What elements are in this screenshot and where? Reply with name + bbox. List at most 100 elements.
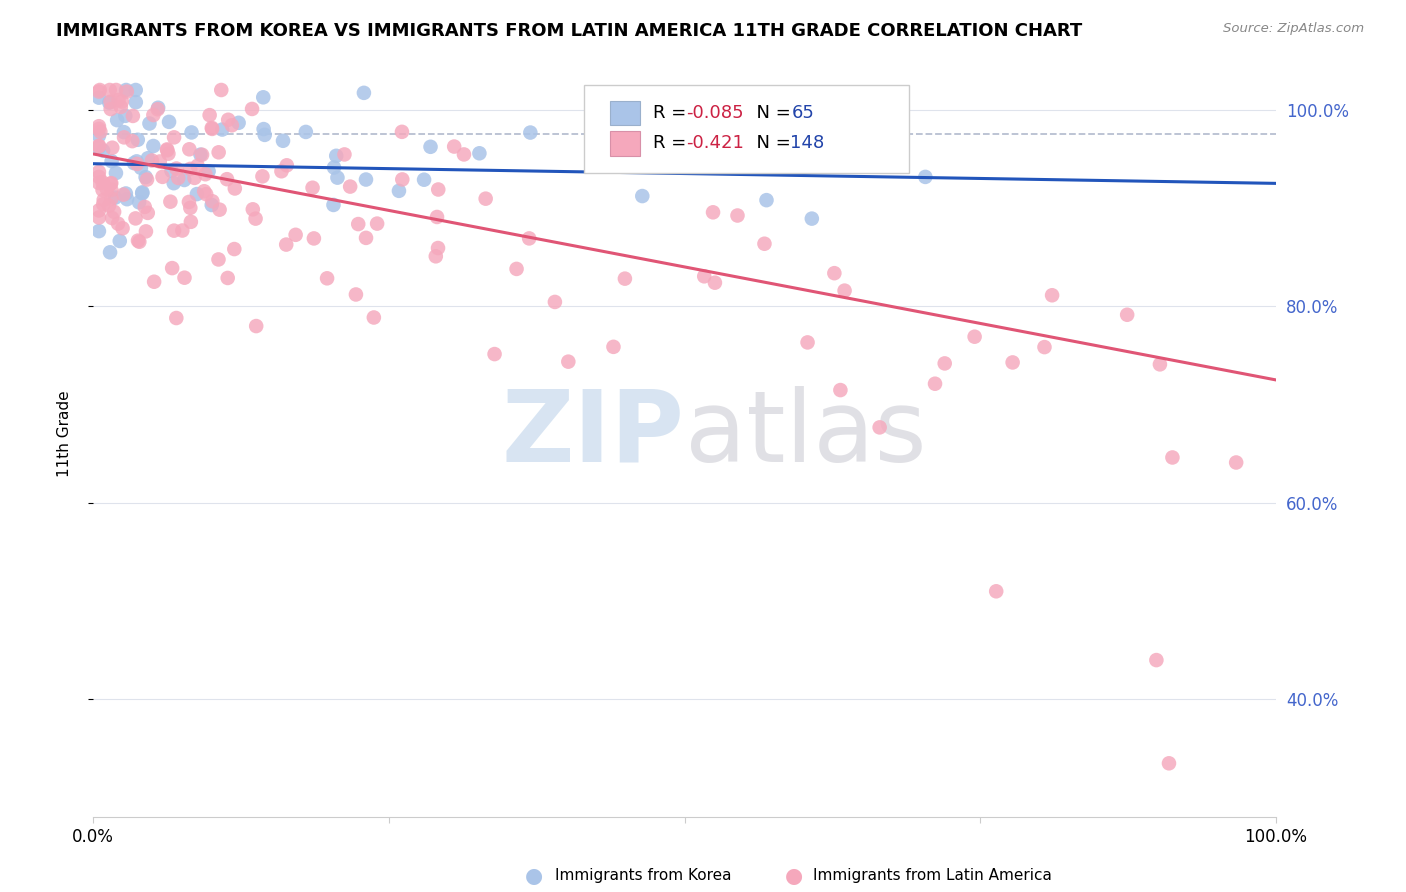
Point [363,310,385,325]
Point [333,147,356,161]
Point [271,134,294,148]
Point [93,193,115,207]
Point [443,139,465,153]
Point [963,329,986,343]
Point [194,167,217,181]
Point [87,120,110,134]
Point [98,95,121,110]
Point [138,116,160,130]
Point [135,170,157,185]
Point [179,201,201,215]
Point [197,164,219,178]
Point [544,295,567,310]
Point [211,122,233,136]
Point [136,206,159,220]
Point [284,227,307,242]
Point [107,217,129,231]
Point [602,340,624,354]
Point [201,120,224,135]
Point [209,83,232,97]
Point [754,236,776,251]
Point [1157,756,1180,771]
Point [413,172,436,186]
Point [484,347,506,361]
Point [165,311,187,326]
Point [419,140,441,154]
Point [156,142,179,156]
Point [103,205,125,219]
Point [141,153,163,168]
Point [122,109,145,123]
Point [136,172,159,186]
Point [87,90,110,104]
Point [217,271,239,285]
Point [295,125,318,139]
Text: R =: R = [652,103,692,122]
Point [353,86,375,100]
Point [104,191,127,205]
Point [115,83,138,97]
Text: IMMIGRANTS FROM KOREA VS IMMIGRANTS FROM LATIN AMERICA 11TH GRADE CORRELATION CH: IMMIGRANTS FROM KOREA VS IMMIGRANTS FROM… [56,22,1083,40]
Point [347,217,370,231]
Point [252,169,274,184]
Point [87,139,110,153]
Point [242,202,264,217]
Point [112,125,135,139]
Point [252,90,274,104]
Point [128,195,150,210]
Point [111,221,134,235]
Point [191,147,214,161]
Point [426,210,449,224]
Point [100,177,122,191]
Point [924,376,946,391]
Point [100,154,122,169]
Point [755,193,778,207]
Point [270,164,292,178]
Point [87,211,110,225]
Point [703,276,725,290]
Point [152,169,174,184]
Point [87,165,110,179]
Point [276,158,298,172]
Point [834,284,856,298]
Point [702,205,724,219]
Point [208,202,231,217]
Point [1040,288,1063,302]
Point [557,354,579,368]
Point [115,85,138,99]
Point [201,198,224,212]
Point [800,211,823,226]
Point [100,95,122,109]
Point [115,186,138,201]
Point [344,287,367,301]
Point [91,144,114,158]
Point [391,172,413,186]
Point [276,237,298,252]
Point [1161,450,1184,465]
Point [240,102,263,116]
Text: ●: ● [786,866,803,886]
Point [322,198,344,212]
Point [823,266,845,280]
Point [725,150,748,164]
Point [87,224,110,238]
Point [131,186,153,200]
Point [693,269,716,284]
Point [146,101,169,115]
Point [177,194,200,209]
Point [354,231,377,245]
Point [100,183,122,197]
Point [302,231,325,245]
Point [91,176,114,190]
Point [1033,340,1056,354]
Point [519,126,541,140]
Point [135,224,157,238]
Point [179,161,201,176]
Point [187,159,209,173]
Text: Source: ZipAtlas.com: Source: ZipAtlas.com [1223,22,1364,36]
Point [468,146,491,161]
Point [201,194,224,209]
Point [134,200,156,214]
Point [122,156,145,170]
Point [87,140,110,154]
